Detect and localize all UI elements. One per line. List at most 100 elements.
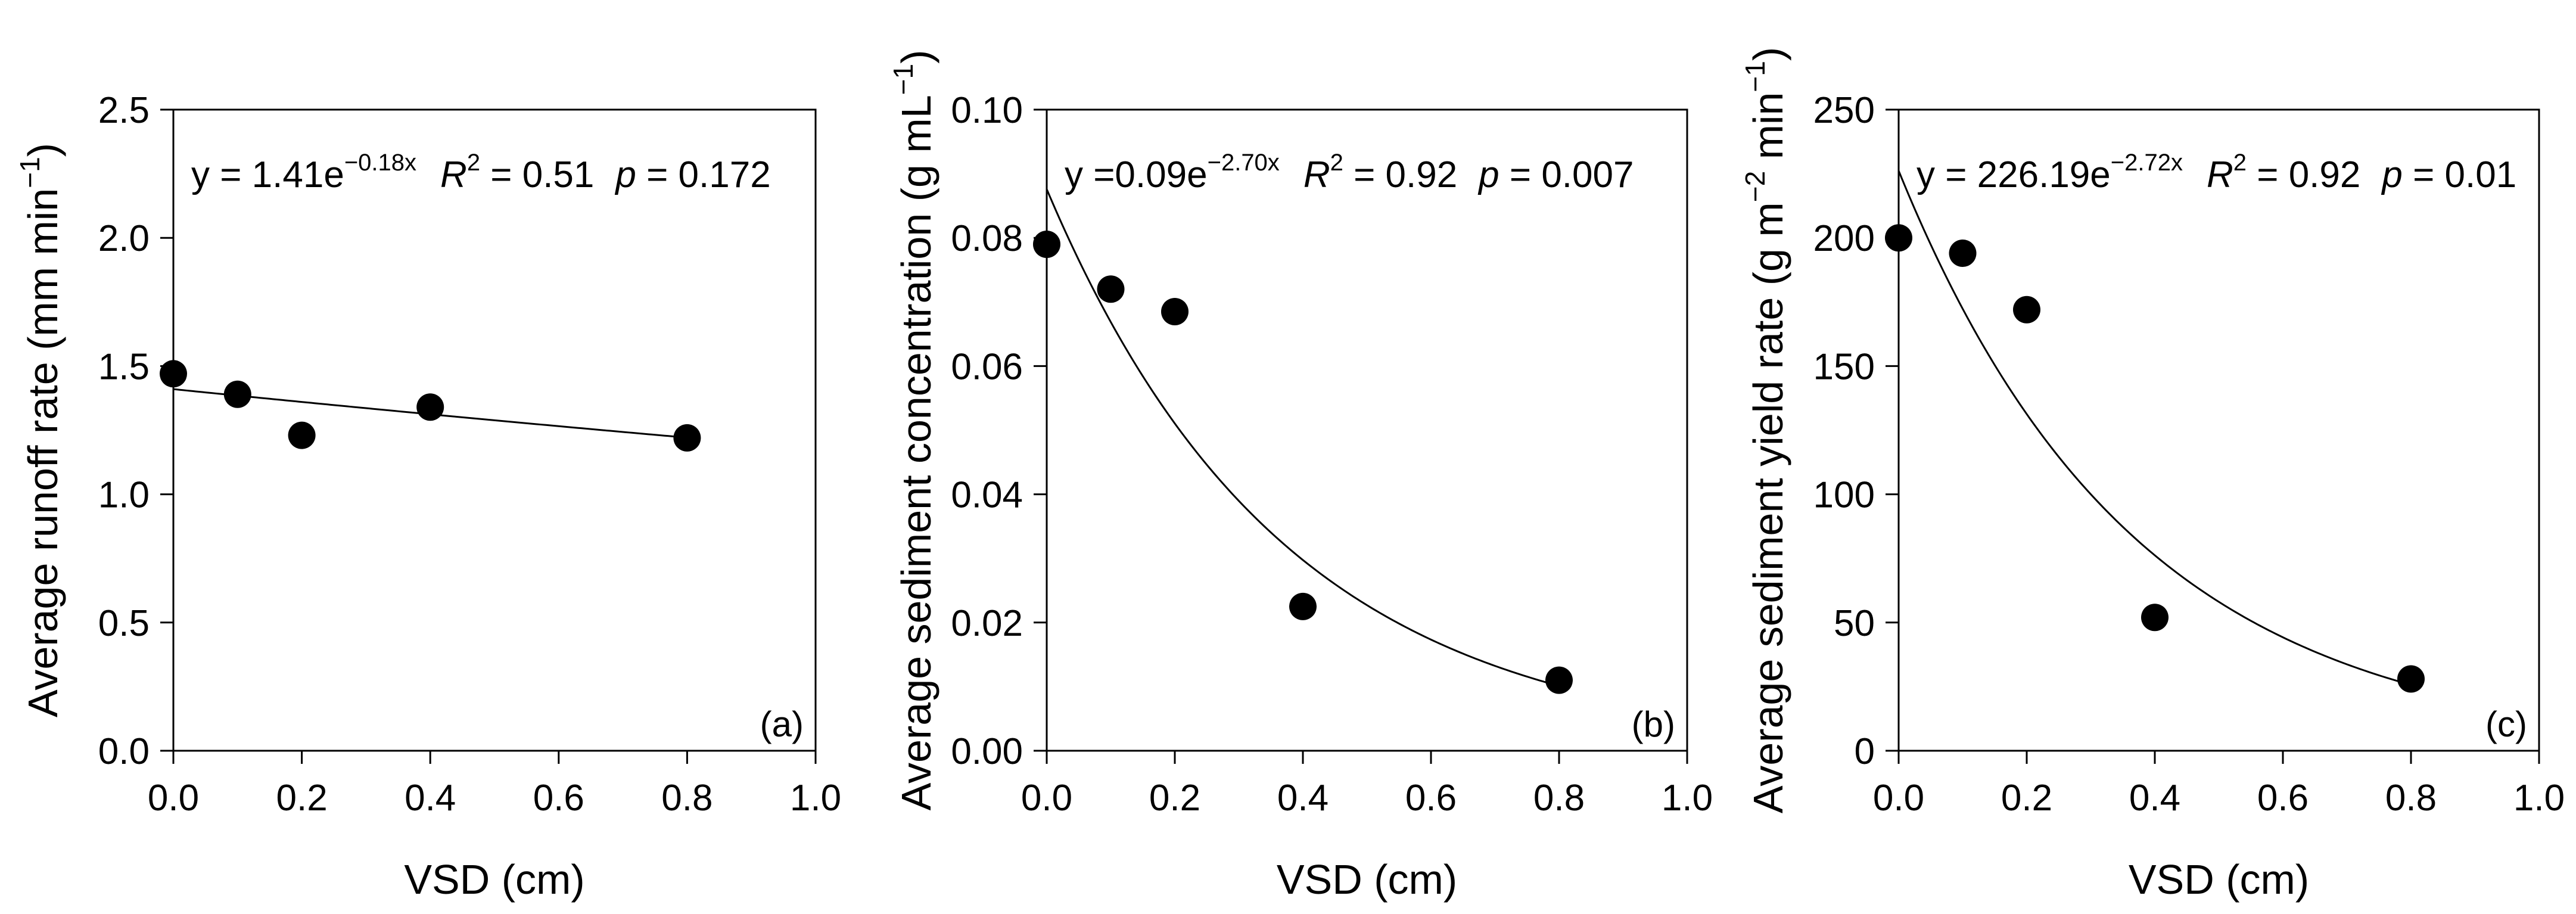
x-tick-label: 0.6	[533, 778, 584, 819]
data-point	[1289, 592, 1317, 620]
y-tick-label: 2.5	[98, 90, 150, 131]
data-point	[2013, 296, 2040, 324]
y-axis-label: Average runoff rate (mm min−1)	[14, 143, 66, 717]
y-axis-label-text: )	[893, 50, 939, 64]
data-point	[1545, 666, 1573, 694]
y-tick-label: 0	[1855, 731, 1875, 772]
r-squared-value: = 0.92	[2247, 154, 2360, 195]
x-tick-label: 0.4	[2129, 778, 2180, 819]
chart-panel-c: 0.0 0.2 0.4 0.6 0.8 1.0 0 50 100 150 200 250 VSD (cm…	[1740, 47, 2565, 903]
r-squared-exponent: 2	[467, 150, 480, 176]
x-tick-label: 0.2	[2001, 778, 2052, 819]
y-axis-label-exponent: −1	[1740, 61, 1771, 92]
y-axis-label-exponent: −1	[14, 157, 45, 188]
p-value: = 0.007	[1499, 154, 1634, 195]
x-axis-label: VSD (cm)	[404, 856, 584, 903]
data-point	[2141, 604, 2169, 632]
y-tick-label: 0.5	[98, 603, 150, 644]
data-point	[288, 421, 316, 449]
y-tick-label: 250	[1813, 90, 1875, 131]
equation-text: y = 1.41e	[191, 154, 344, 195]
x-tick-label: 0.4	[405, 778, 456, 819]
x-tick-label: 0.2	[276, 778, 327, 819]
y-tick-label: 150	[1813, 346, 1875, 387]
data-point	[1885, 224, 1912, 252]
panel-label: (b)	[1632, 704, 1675, 744]
data-point	[673, 424, 701, 452]
y-tick-label: 1.0	[98, 475, 150, 516]
y-axis-label-text: Average sediment yield rate (g m	[1745, 202, 1791, 813]
y-axis-label: Average sediment concentration (g mL−1)	[888, 50, 939, 811]
r-squared-value: = 0.51	[480, 154, 594, 195]
y-tick-label: 0.00	[951, 731, 1023, 772]
x-tick-label: 0.0	[1873, 778, 1924, 819]
y-axis-label-text: )	[20, 143, 66, 157]
data-point	[1033, 230, 1060, 258]
y-tick-label: 0.02	[951, 603, 1023, 644]
y-axis-label-exponent: −1	[888, 64, 919, 95]
y-tick-label: 1.5	[98, 346, 150, 387]
equation-exponent: −0.18x	[344, 150, 416, 176]
y-tick-label: 2.0	[98, 218, 150, 259]
fit-curve	[1046, 188, 1560, 687]
r-squared-label: R	[440, 154, 467, 195]
fit-equation: y = 1.41e−0.18x R2 = 0.51 p = 0.172	[191, 150, 771, 195]
data-point	[416, 393, 444, 421]
equation-exponent: −2.70x	[1208, 150, 1280, 176]
equation-text: y = 226.19e	[1917, 154, 2111, 195]
data-point	[1097, 275, 1125, 303]
y-axis-label: Average sediment yield rate (g m−2 min−1…	[1740, 47, 1791, 813]
x-tick-label: 0.6	[2257, 778, 2309, 819]
p-label: p	[2381, 154, 2402, 195]
y-tick-label: 200	[1813, 218, 1875, 259]
y-axis-label-exponent: −2	[1740, 171, 1771, 202]
p-label: p	[1477, 154, 1499, 195]
r-squared-label: R	[1303, 154, 1330, 195]
x-axis-label: VSD (cm)	[1277, 856, 1457, 903]
y-axis-label-text: Average runoff rate (mm min	[20, 188, 66, 717]
p-value: = 0.172	[636, 154, 771, 195]
r-squared-exponent: 2	[1330, 150, 1343, 176]
data-point	[160, 360, 187, 388]
x-tick-label: 0.6	[1405, 778, 1457, 819]
data-point	[2397, 665, 2425, 693]
plot-frame	[172, 108, 817, 752]
x-tick-label: 1.0	[2513, 778, 2565, 819]
y-tick-label: 100	[1813, 475, 1875, 516]
y-tick-label: 0.10	[951, 90, 1023, 131]
x-tick-label: 0.4	[1277, 778, 1329, 819]
y-axis-label-text: )	[1745, 47, 1791, 61]
data-point	[1949, 240, 1977, 268]
x-tick-label: 1.0	[1662, 778, 1713, 819]
x-axis-label: VSD (cm)	[2129, 856, 2309, 903]
chart-panel-a: 0.0 0.2 0.4 0.6 0.8 1.0 0.0 0.5 1.0 1.5 2.0 2.5 VSD …	[14, 90, 841, 903]
x-tick-label: 0.0	[1021, 778, 1072, 819]
r-squared-label: R	[2207, 154, 2233, 195]
p-value: = 0.01	[2403, 154, 2516, 195]
plot-frame	[1046, 108, 1688, 752]
r-squared-value: = 0.92	[1343, 154, 1457, 195]
fit-equation: y = 226.19e−2.72x R2 = 0.92 p = 0.01	[1917, 150, 2516, 195]
equation-exponent: −2.72x	[2111, 150, 2183, 176]
y-axis-label-text: min	[1745, 92, 1791, 171]
r-squared-exponent: 2	[2233, 150, 2247, 176]
x-tick-label: 0.8	[661, 778, 713, 819]
y-tick-label: 0.0	[98, 731, 150, 772]
plot-frame	[1897, 108, 2540, 752]
data-point	[223, 380, 251, 408]
panel-label: (a)	[760, 704, 804, 744]
y-tick-label: 50	[1834, 603, 1875, 644]
fit-equation: y =0.09e−2.70x R2 = 0.92 p = 0.007	[1065, 150, 1634, 195]
y-axis-label-text: Average sediment concentration (g mL	[893, 95, 939, 810]
equation-text: y =0.09e	[1065, 154, 1208, 195]
x-tick-label: 0.8	[1533, 778, 1585, 819]
x-tick-label: 0.0	[148, 778, 199, 819]
x-tick-label: 0.2	[1149, 778, 1200, 819]
x-tick-label: 0.8	[2385, 778, 2437, 819]
y-tick-label: 0.04	[951, 475, 1023, 516]
chart-panel-b: 0.0 0.2 0.4 0.6 0.8 1.0 0.00 0.02 0.04 0.06 0.08 0.…	[888, 50, 1713, 903]
y-tick-label: 0.08	[951, 218, 1023, 259]
fit-curve	[1897, 170, 2412, 686]
x-tick-label: 1.0	[790, 778, 841, 819]
